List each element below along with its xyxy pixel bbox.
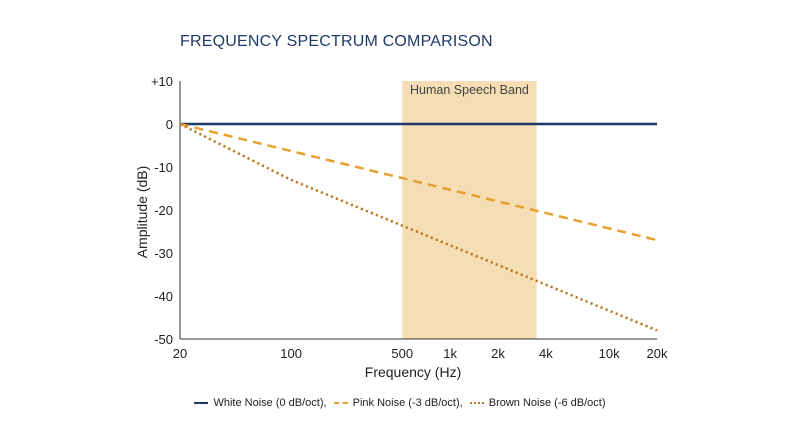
x-tick-label: 4k [539, 346, 553, 361]
legend-item-brown-noise: Brown Noise (-6 dB/oct) [469, 397, 606, 409]
x-tick-label: 100 [280, 346, 302, 361]
legend-swatch-white-noise [194, 402, 209, 404]
speech-band-label: Human Speech Band [410, 83, 529, 97]
legend-item-white-noise: White Noise (0 dB/oct), [194, 397, 327, 409]
legend-item-pink-noise: Pink Noise (-3 dB/oct), [333, 397, 463, 409]
y-tick-label: -20 [154, 203, 173, 218]
speech-band [402, 81, 537, 339]
brown-noise-line [179, 122, 658, 332]
y-tick-label: -10 [154, 160, 173, 175]
x-tick-label: 10k [599, 346, 620, 361]
legend-label-pink-noise: Pink Noise (-3 dB/oct), [352, 397, 463, 409]
y-tick-label: -50 [154, 332, 173, 347]
y-tick-label: -40 [154, 289, 173, 304]
legend-label-white-noise: White Noise (0 dB/oct), [213, 397, 327, 409]
legend-swatch-pink-noise [333, 402, 348, 404]
x-tick-label: 20k [647, 346, 668, 361]
x-tick-label: 2k [491, 346, 505, 361]
x-tick-label: 1k [443, 346, 457, 361]
x-tick-label: 500 [391, 346, 413, 361]
pink-noise-line [179, 122, 658, 242]
legend: White Noise (0 dB/oct), Pink Noise (-3 d… [0, 395, 800, 409]
legend-swatch-brown-noise [469, 402, 484, 404]
y-tick-label: -30 [154, 246, 173, 261]
chart-title: FREQUENCY SPECTRUM COMPARISON [180, 33, 493, 50]
x-tick-label: 20 [173, 346, 187, 361]
legend-label-brown-noise: Brown Noise (-6 dB/oct) [488, 397, 606, 409]
y-axis-title: Amplitude (dB) [134, 165, 150, 259]
x-axis-title: Frequency (Hz) [364, 364, 462, 380]
y-tick-label: +10 [151, 74, 173, 89]
y-tick-label: 0 [166, 117, 173, 132]
